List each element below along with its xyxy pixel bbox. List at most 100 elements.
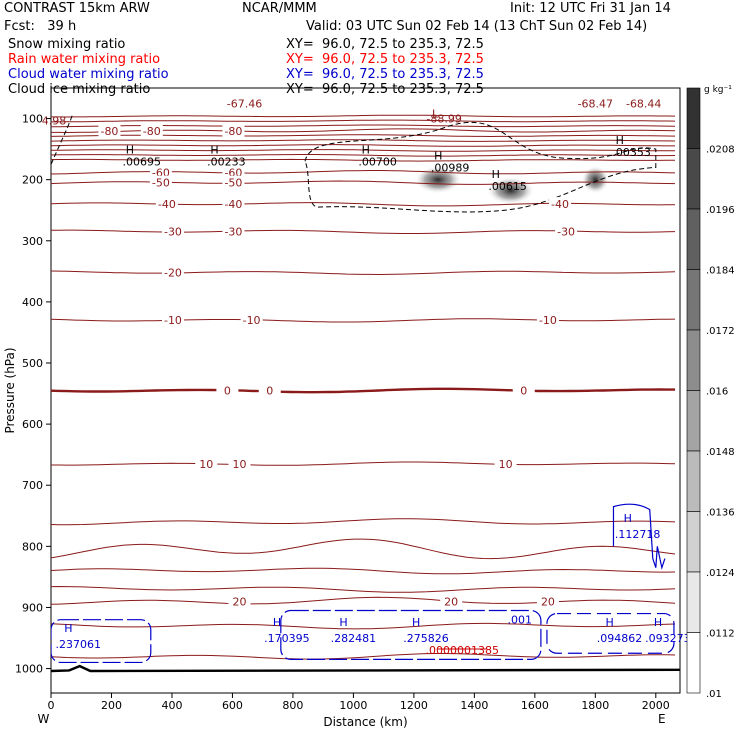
- snow-shading-blob: [581, 165, 610, 194]
- high-marker: H: [492, 168, 500, 181]
- x-axis-title: Distance (km): [323, 715, 407, 729]
- temperature-contour-label: 20: [444, 595, 458, 608]
- cloud-water-maximum-label: .094862: [597, 632, 643, 645]
- temperature-contour-line: [51, 538, 676, 560]
- colorbar-label: .0148: [706, 447, 735, 458]
- temperature-contour-label: -30: [164, 226, 182, 239]
- cloud-water-contour: [546, 612, 675, 654]
- contour-label-bg: [440, 594, 463, 608]
- temperature-contour--20: [51, 270, 676, 276]
- x-tick-label: 200: [101, 699, 122, 712]
- x-tick-label: 1600: [521, 699, 549, 712]
- temperature-contour-line: [51, 158, 675, 162]
- y-tick-label: 1000: [15, 663, 43, 676]
- cloud-water-maximum-label: .001: [507, 614, 532, 627]
- temperature-contour-label: -10: [164, 314, 182, 327]
- temperature-contour-label: -30: [557, 226, 575, 239]
- colorbar-segment: [686, 87, 701, 149]
- model-title: CONTRAST 15km ARW: [4, 1, 150, 16]
- contour-label-bg: [155, 197, 178, 211]
- y-tick-label: 100: [22, 113, 43, 126]
- temperature-contour-label: -80: [224, 125, 242, 138]
- temperature-contour-label: -40: [224, 198, 242, 211]
- surface-pressure-line: [51, 664, 680, 673]
- temperature-contour-label: 10: [199, 458, 213, 471]
- temperature-contour--60: [51, 170, 676, 175]
- contour-label-bg: [549, 197, 572, 211]
- temperature-contour--30: [51, 229, 676, 234]
- high-marker: H: [616, 134, 624, 147]
- colorbar-segment: [686, 632, 701, 694]
- forecast-hour: Fcst: 39 h: [4, 19, 77, 34]
- colorbar-label: .0112: [706, 629, 735, 640]
- contour-label-bg: [140, 123, 163, 137]
- low-marker: L: [432, 108, 439, 121]
- plot-frame: [50, 87, 681, 694]
- valid-time: Valid: 03 UTC Sun 02 Feb 14 (13 ChT Sun …: [306, 19, 648, 34]
- temperature-contour-label: 10: [232, 458, 246, 471]
- field-cloudwater-label: Cloud water mixing ratio: [8, 67, 169, 82]
- colorbar-segment: [686, 269, 701, 331]
- cloud-water-contour: [612, 503, 666, 571]
- x-tick-label: 600: [222, 699, 243, 712]
- east-label: E: [658, 712, 666, 726]
- x-tick-label: 400: [161, 699, 182, 712]
- x-tick-label: 0: [48, 699, 55, 712]
- temperature-contour-label: 20: [232, 595, 246, 608]
- colorbar-segment: [686, 208, 701, 270]
- y-tick-label: 200: [22, 174, 43, 187]
- high-marker: H: [606, 616, 614, 629]
- contour-label-bg: [222, 197, 245, 211]
- temperature-contour-label: -40: [551, 198, 569, 211]
- cloud-water-maximum-label: .112718: [615, 528, 661, 541]
- contour-label-bg: [149, 165, 172, 179]
- contour-label-bg: [228, 456, 251, 470]
- y-tick-label: 300: [22, 235, 43, 248]
- high-marker: H: [273, 616, 281, 629]
- y-tick-label: 400: [22, 296, 43, 309]
- colorbar-label: .0208: [706, 145, 735, 156]
- y-tick-label: 500: [22, 357, 43, 370]
- high-marker: H: [210, 143, 218, 156]
- contour-label-bg: [222, 175, 245, 189]
- colorbar-label: .0172: [706, 326, 735, 337]
- temperature-contour-label: -20: [164, 267, 182, 280]
- y-tick-label: 800: [22, 540, 43, 553]
- west-label: W: [38, 712, 50, 726]
- temperature-contour-label: -10: [539, 314, 557, 327]
- temperature-contour--50: [51, 180, 676, 185]
- contour-label-bg: [555, 224, 578, 238]
- temperature-contour-label: -50: [224, 177, 242, 190]
- cloud-ice-maximum-label: .00989: [431, 161, 470, 174]
- contour-label-bg: [536, 594, 559, 608]
- contour-label-bg: [258, 383, 281, 397]
- high-marker: H: [434, 149, 442, 162]
- cloud-ice-maximum-label: .00695: [122, 155, 161, 168]
- temperature-contour-line: [51, 567, 676, 575]
- x-tick-label: 800: [282, 699, 303, 712]
- colorbar-segment: [686, 511, 701, 573]
- temperature-contour-label: 0: [266, 385, 273, 398]
- y-tick-label: 700: [22, 479, 43, 492]
- temperature-contour-label: -80: [143, 125, 161, 138]
- colorbar-label: .0124: [706, 568, 735, 579]
- colorbar-unit: g kg⁻¹: [704, 85, 732, 95]
- cloud-water-maximum-label: .282481: [331, 632, 377, 645]
- temperature-contour-line: [51, 144, 675, 147]
- cloud-water-maximum-label: .093273: [645, 632, 691, 645]
- high-marker: H: [654, 616, 662, 629]
- contour-label-bg: [240, 313, 263, 327]
- field-ice-label: Cloud ice mixing ratio: [8, 82, 151, 97]
- temperature-contour-line: [51, 518, 676, 526]
- temperature-contour-line: [51, 653, 676, 660]
- cloud-water-maximum-label: .275826: [403, 632, 449, 645]
- contour-label-bg: [216, 383, 239, 397]
- high-marker: H: [126, 143, 134, 156]
- high-marker: H: [339, 616, 347, 629]
- temperature-contour-line: [51, 114, 676, 118]
- x-tick-label: 1000: [339, 699, 367, 712]
- temperature-contour-label: 0: [520, 385, 527, 398]
- contour-label-bg: [222, 165, 245, 179]
- temperature-contour-line: [51, 585, 676, 593]
